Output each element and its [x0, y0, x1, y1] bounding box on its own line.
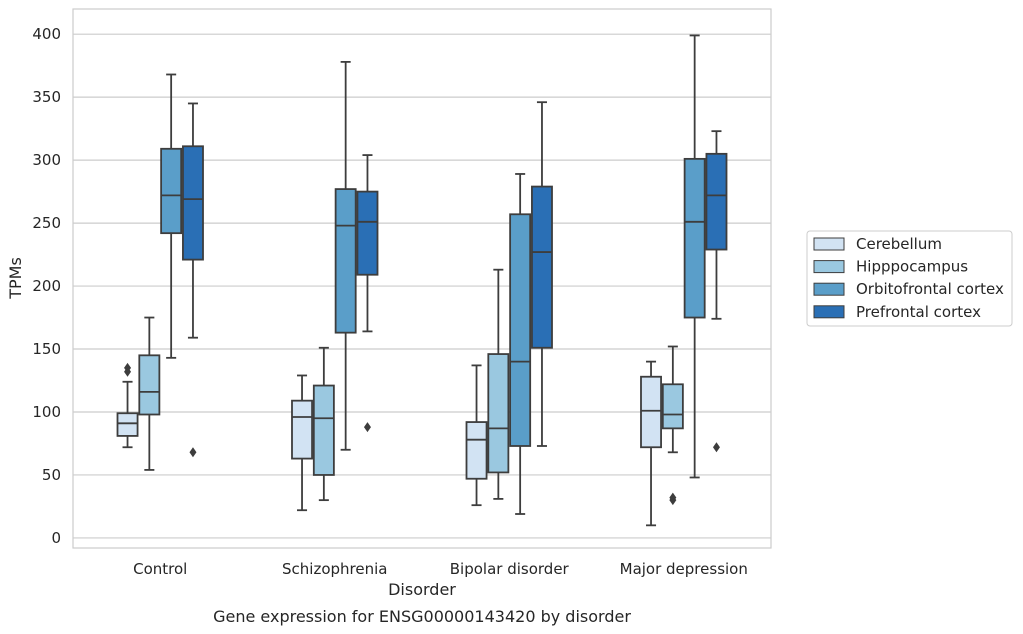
outlier-point	[712, 442, 720, 453]
y-tick-label: 300	[32, 151, 61, 169]
legend-frame	[806, 230, 1013, 327]
box	[356, 154, 379, 433]
box-iqr	[160, 147, 183, 235]
outlier-point	[363, 422, 371, 433]
legend-entry: Orbitofrontal cortex	[856, 280, 1004, 298]
legend-swatch	[813, 305, 845, 319]
x-tick-label: Schizophrenia	[282, 560, 387, 578]
x-tick-labels: Control Schizophrenia Bipolar disorder Majo…	[133, 560, 748, 578]
y-tick-label: 50	[42, 466, 61, 484]
outlier-point	[124, 362, 132, 373]
box-iqr	[661, 383, 684, 430]
y-tick-label: 0	[51, 529, 61, 547]
box	[138, 316, 161, 471]
legend-swatch	[813, 237, 845, 251]
box-iqr	[531, 185, 553, 349]
y-tick-label: 150	[32, 340, 61, 358]
box	[116, 362, 139, 449]
y-axis-label: TPMs	[6, 257, 25, 300]
box-iqr	[138, 354, 161, 416]
box-iqr	[683, 157, 706, 319]
box	[312, 346, 335, 502]
plot-area-frame	[72, 8, 772, 549]
box	[334, 60, 357, 451]
x-axis-label: Disorder	[388, 580, 456, 599]
legend-swatch	[813, 282, 845, 296]
series-orbitofrontal-cortex	[160, 34, 706, 515]
box-iqr	[640, 375, 662, 449]
box-iqr	[487, 353, 510, 474]
outlier-point	[669, 492, 677, 503]
box-iqr	[465, 421, 488, 480]
box-iqr	[334, 188, 357, 334]
box	[705, 130, 728, 453]
box	[487, 268, 510, 500]
outlier-point	[189, 447, 197, 458]
y-tick-labels: 0 50 100 150 200 250 300 350 400	[32, 25, 61, 547]
y-tick-label: 100	[32, 403, 61, 421]
legend-entry: Cerebellum	[856, 235, 942, 253]
box-iqr	[291, 399, 313, 460]
box-iqr	[312, 384, 335, 476]
series-cerebellum	[116, 360, 662, 527]
box-series	[116, 34, 728, 527]
series-hipppocampus	[138, 268, 684, 506]
y-tick-label: 200	[32, 277, 61, 295]
y-tick-label: 400	[32, 25, 61, 43]
box	[683, 34, 706, 479]
series-prefrontal-cortex	[182, 101, 728, 458]
y-tick-label: 250	[32, 214, 61, 232]
box	[640, 360, 662, 527]
y-tick-label: 350	[32, 88, 61, 106]
x-tick-label: Major depression	[620, 560, 748, 578]
box	[160, 73, 183, 359]
legend: Cerebellum Hipppocampus Orbitofrontal cort…	[806, 230, 1013, 327]
box-iqr	[356, 190, 379, 276]
chart-caption: Gene expression for ENSG00000143420 by d…	[213, 607, 631, 626]
box	[291, 374, 313, 512]
box-iqr	[116, 412, 139, 437]
legend-swatch	[813, 260, 845, 274]
legend-entry: Hipppocampus	[856, 258, 968, 276]
box	[531, 101, 553, 447]
box	[182, 102, 204, 458]
legend-entry: Prefrontal cortex	[856, 303, 981, 321]
box	[465, 364, 488, 507]
box-iqr	[509, 213, 532, 447]
box	[509, 173, 532, 515]
box-iqr	[705, 152, 728, 251]
box-iqr	[182, 145, 204, 261]
box	[661, 345, 684, 506]
x-tick-label: Control	[133, 560, 187, 578]
x-tick-label: Bipolar disorder	[450, 560, 570, 578]
grid-lines	[73, 33, 771, 539]
